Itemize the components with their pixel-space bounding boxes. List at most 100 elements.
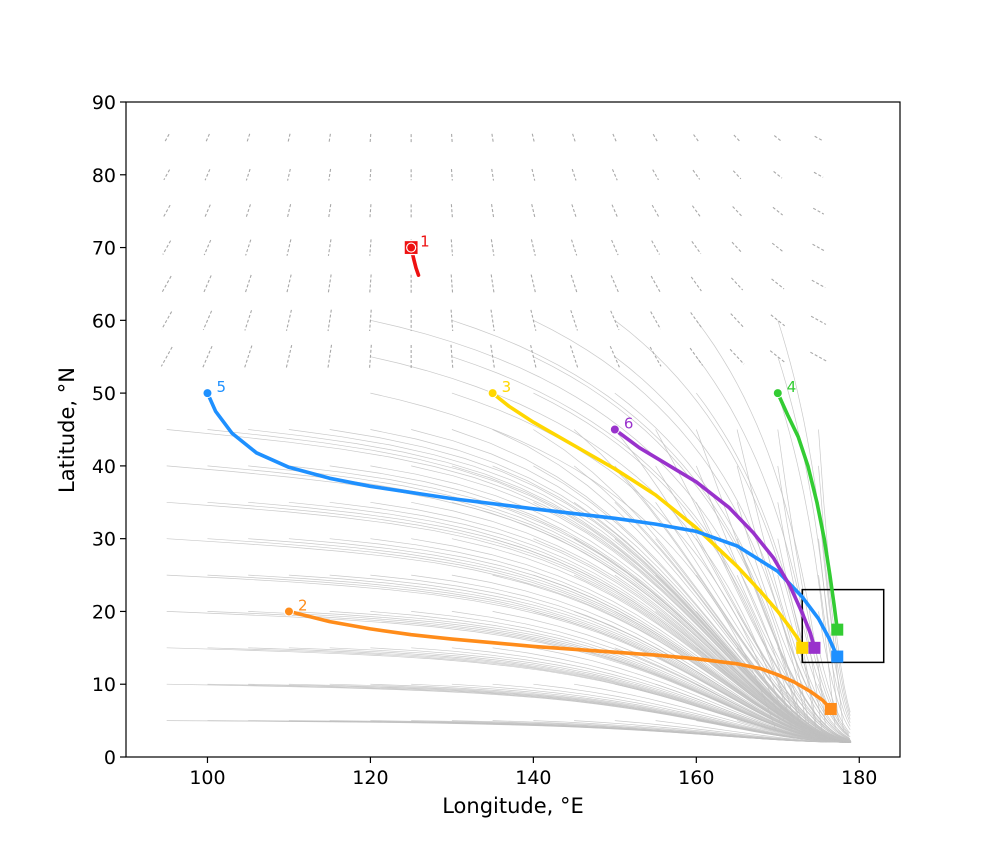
flow-vector (690, 276, 702, 292)
flow-vector (287, 133, 291, 144)
trajectory-label-1: 1 (420, 233, 430, 251)
flow-vector (691, 240, 702, 255)
flow-vector (810, 315, 827, 325)
flow-streamline (777, 429, 850, 734)
y-axis-label: Latitude, °N (55, 367, 79, 493)
trajectory-line-2 (287, 609, 833, 711)
end-marker-4 (831, 623, 844, 636)
x-tick-label: 100 (189, 767, 225, 789)
flow-vector (610, 310, 620, 331)
flow-streamline (696, 320, 826, 726)
flow-vector (369, 309, 372, 332)
flow-vector (369, 239, 372, 256)
flow-vector (327, 239, 332, 256)
x-axis-label: Longitude, °E (442, 794, 584, 818)
flow-streamline (573, 429, 850, 742)
flow-vector (610, 275, 620, 293)
flow-vector (327, 309, 332, 332)
flow-vector (285, 309, 292, 331)
flow-vector (531, 204, 536, 219)
flow-vector (810, 351, 827, 362)
end-marker-2 (824, 702, 837, 715)
y-tick-label: 10 (92, 674, 116, 696)
flow-streamline (696, 392, 817, 725)
flow-vector (569, 345, 579, 369)
flow-vector (691, 205, 701, 217)
flow-streamline (736, 465, 851, 740)
flow-vector (609, 345, 620, 368)
flow-vector (491, 168, 495, 181)
flow-streamline (370, 356, 786, 723)
x-tick-label: 120 (352, 767, 388, 789)
start-marker-2 (283, 606, 294, 617)
y-tick-label: 50 (92, 383, 116, 405)
flow-vector (771, 242, 784, 253)
flow-vector (530, 274, 537, 294)
flow-vector (611, 239, 619, 256)
end-marker-3 (796, 641, 809, 654)
flow-vector (327, 344, 333, 369)
flow-vector (770, 314, 786, 327)
flow-vector (245, 168, 251, 181)
flow-vector (773, 171, 783, 179)
y-tick-label: 80 (92, 165, 116, 187)
flow-vector (771, 278, 785, 290)
flow-vector (328, 133, 331, 144)
flow-vector (612, 133, 618, 144)
flow-streamline (695, 429, 851, 741)
flow-vector (161, 275, 172, 293)
trajectory-label-6: 6 (624, 415, 634, 433)
flow-streamline (614, 429, 851, 742)
flow-streamline (777, 465, 850, 735)
flow-vector (450, 309, 454, 332)
flow-vector (491, 204, 495, 219)
flow-vector (530, 344, 537, 369)
plot-frame (125, 101, 901, 758)
trajectory-line-4 (776, 391, 840, 632)
flow-streamline (655, 465, 851, 742)
flow-vector (163, 133, 170, 143)
trajectory-line-6 (613, 427, 817, 650)
flow-vector (287, 168, 291, 181)
trajectory-6: 6 (609, 415, 821, 654)
flow-vector (286, 274, 292, 294)
flow-streamline (818, 611, 851, 730)
y-tick-label: 60 (92, 310, 116, 332)
flow-vector (162, 240, 172, 255)
background-streamlines (160, 133, 852, 743)
flow-vector (204, 169, 211, 181)
flow-vector (285, 344, 293, 369)
flow-vector (450, 274, 454, 294)
y-tick-label: 20 (92, 601, 116, 623)
flow-vector (652, 133, 659, 143)
flow-vector (611, 169, 618, 181)
flow-vector (244, 310, 253, 331)
flow-vector (202, 310, 213, 331)
y-tick-label: 90 (92, 92, 116, 114)
flow-vector (814, 135, 823, 141)
flow-vector (811, 279, 826, 289)
flow-vector (732, 206, 742, 217)
flow-vector (160, 346, 173, 367)
flow-vector (163, 169, 171, 181)
x-tick-label: 140 (515, 767, 551, 789)
start-marker-5 (202, 388, 213, 399)
y-tick-label: 30 (92, 529, 116, 551)
flow-streamline (451, 356, 793, 730)
flow-streamline (370, 392, 777, 731)
y-tick-label: 40 (92, 456, 116, 478)
flow-vector (162, 204, 171, 218)
flow-vector (451, 133, 453, 143)
flow-streamline (451, 319, 800, 722)
flow-vector (733, 134, 741, 143)
flow-vector (650, 311, 661, 330)
trajectory-2: 2 (283, 596, 837, 715)
flow-vector (650, 275, 661, 293)
flow-vector (772, 206, 784, 216)
flow-vector (572, 133, 577, 144)
flow-vector (531, 168, 536, 181)
start-marker-3 (487, 388, 498, 399)
flow-vector (286, 204, 292, 219)
flow-vector (611, 204, 619, 218)
flow-vector (490, 344, 495, 369)
